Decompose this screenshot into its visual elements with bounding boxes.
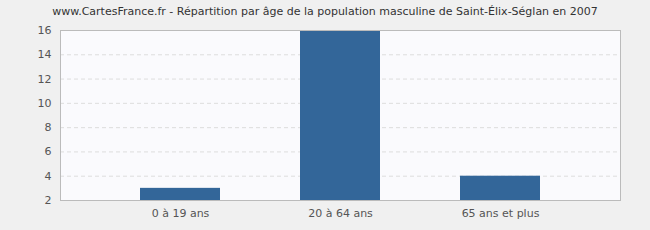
svg-text:4: 4 (45, 170, 52, 183)
svg-text:2: 2 (45, 194, 52, 207)
svg-text:65 ans et plus: 65 ans et plus (462, 207, 540, 220)
svg-text:8: 8 (45, 121, 52, 134)
svg-text:12: 12 (38, 73, 52, 86)
svg-text:16: 16 (38, 24, 52, 37)
svg-text:14: 14 (38, 48, 52, 61)
svg-text:6: 6 (45, 145, 52, 158)
svg-text:0 à 19 ans: 0 à 19 ans (152, 207, 210, 220)
svg-text:20 à 64 ans: 20 à 64 ans (308, 207, 373, 220)
svg-text:10: 10 (38, 97, 52, 110)
html-text:www.CartesFrance.fr - Répartit: www.CartesFrance.fr - Répartition par âg… (52, 5, 598, 18)
